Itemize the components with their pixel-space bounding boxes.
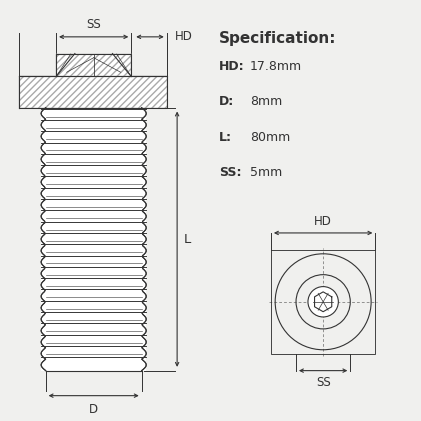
Text: SS:: SS: (219, 166, 241, 179)
Text: D:: D: (219, 95, 234, 108)
Text: 5mm: 5mm (250, 166, 282, 179)
Text: HD: HD (314, 215, 332, 227)
Text: HD: HD (175, 30, 193, 43)
Text: HD:: HD: (219, 60, 245, 73)
Polygon shape (56, 53, 131, 77)
Polygon shape (19, 77, 167, 108)
Text: D: D (89, 403, 98, 416)
Text: L:: L: (219, 131, 232, 144)
Text: L: L (184, 233, 191, 246)
Text: 80mm: 80mm (250, 131, 290, 144)
Text: 8mm: 8mm (250, 95, 282, 108)
Circle shape (308, 287, 338, 317)
Polygon shape (41, 108, 146, 370)
Text: 17.8mm: 17.8mm (250, 60, 302, 73)
Text: SS: SS (86, 18, 101, 31)
Text: SS: SS (316, 376, 330, 389)
Text: Specification:: Specification: (219, 31, 336, 45)
